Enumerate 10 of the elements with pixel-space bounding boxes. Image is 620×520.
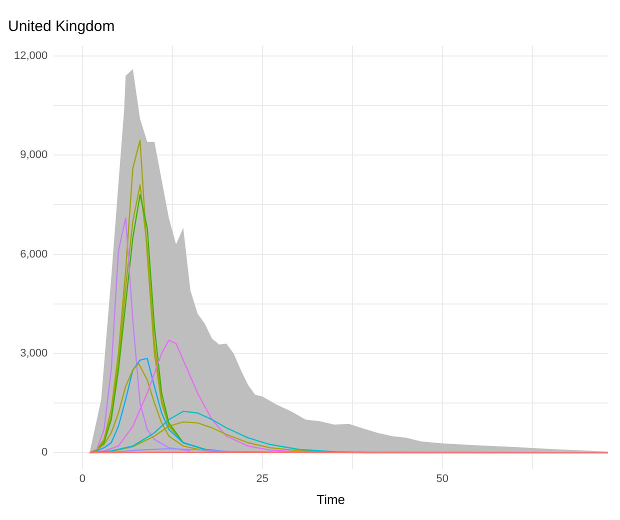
y-tick-label: 6,000 xyxy=(20,248,48,260)
x-tick-label: 25 xyxy=(256,472,269,485)
y-tick-label: 3,000 xyxy=(20,348,48,360)
x-tick-label: 0 xyxy=(79,472,86,485)
y-tick-label: 12,000 xyxy=(14,50,48,62)
x-tick-label: 50 xyxy=(436,472,449,485)
y-tick-label: 0 xyxy=(42,446,48,459)
chart-title: United Kingdom xyxy=(8,18,115,36)
x-axis-title: Time xyxy=(316,492,346,507)
y-tick-label: 9,000 xyxy=(20,149,48,162)
